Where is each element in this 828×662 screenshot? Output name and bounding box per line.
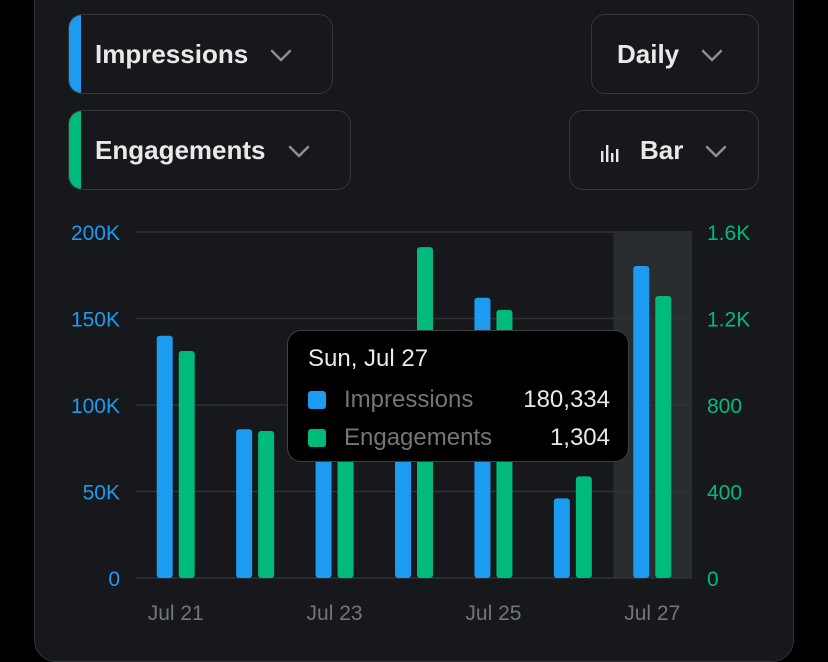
x-tick-label: Jul 23 — [307, 602, 363, 625]
tooltip-row-name: Engagements — [344, 424, 493, 451]
chevron-down-icon — [288, 135, 310, 166]
y-right-tick-label: 800 — [707, 395, 742, 418]
metric2-label: Engagements — [95, 134, 266, 165]
y-axis-left: 0 50K 100K 150K 200K — [71, 222, 120, 591]
bar-impressions-jul-22[interactable] — [236, 429, 253, 578]
bar-engagements-jul-22[interactable] — [258, 430, 275, 578]
chevron-down-icon — [270, 39, 292, 70]
tooltip-row-name: Impressions — [344, 386, 474, 413]
metric1-label: Impressions — [95, 38, 249, 69]
chart-type-label: Bar — [640, 134, 684, 165]
engagements-swatch — [308, 429, 326, 447]
x-axis: Jul 21 Jul 23 Jul 25 Jul 27 — [148, 602, 681, 625]
interval-dropdown[interactable]: Daily — [591, 14, 759, 94]
y-left-tick-label: 100K — [71, 395, 120, 418]
y-left-tick-label: 150K — [71, 309, 120, 332]
bar-engagements-jul-21[interactable] — [178, 350, 195, 578]
metric2-color-accent — [69, 111, 81, 189]
y-right-tick-label: 1.2K — [707, 309, 750, 332]
metric2-dropdown[interactable]: Engagements — [68, 110, 351, 190]
chevron-down-icon — [701, 39, 723, 70]
tooltip-title: Sun, Jul 27 — [308, 345, 429, 372]
bar-impressions-jul-27[interactable] — [633, 266, 650, 578]
y-left-tick-label: 50K — [83, 482, 120, 505]
interval-label: Daily — [617, 38, 680, 69]
bar-engagements-jul-26[interactable] — [575, 476, 592, 578]
y-right-tick-label: 0 — [707, 568, 719, 591]
tooltip-row-impressions: Impressions 180,334 — [308, 385, 610, 415]
bars — [156, 247, 672, 578]
chevron-down-icon — [705, 135, 727, 166]
bar-engagements-jul-27[interactable] — [655, 296, 672, 578]
x-tick-label: Jul 27 — [624, 602, 680, 625]
x-tick-label: Jul 21 — [148, 602, 204, 625]
tooltip-row-value: 180,334 — [523, 386, 610, 413]
y-left-tick-label: 200K — [71, 222, 120, 245]
y-left-tick-label: 0 — [108, 568, 120, 591]
tooltip-row-engagements: Engagements 1,304 — [308, 423, 610, 453]
bar-impressions-jul-26[interactable] — [553, 498, 570, 578]
tooltip: Sun, Jul 27 Impressions 180,334 Engageme… — [287, 330, 629, 462]
tooltip-row-value: 1,304 — [549, 424, 610, 451]
bar-impressions-jul-21[interactable] — [156, 335, 173, 578]
bar-chart-icon — [600, 139, 622, 162]
metric1-dropdown[interactable]: Impressions — [68, 14, 333, 94]
y-axis-right: 0 400 800 1.2K 1.6K — [707, 222, 750, 591]
impressions-swatch — [308, 391, 326, 409]
y-right-tick-label: 1.6K — [707, 222, 750, 245]
bar-engagements-jul-23[interactable] — [337, 426, 354, 578]
chart-type-dropdown[interactable]: Bar — [569, 110, 759, 190]
y-right-tick-label: 400 — [707, 482, 742, 505]
x-tick-label: Jul 25 — [465, 602, 521, 625]
metric1-color-accent — [69, 15, 81, 93]
